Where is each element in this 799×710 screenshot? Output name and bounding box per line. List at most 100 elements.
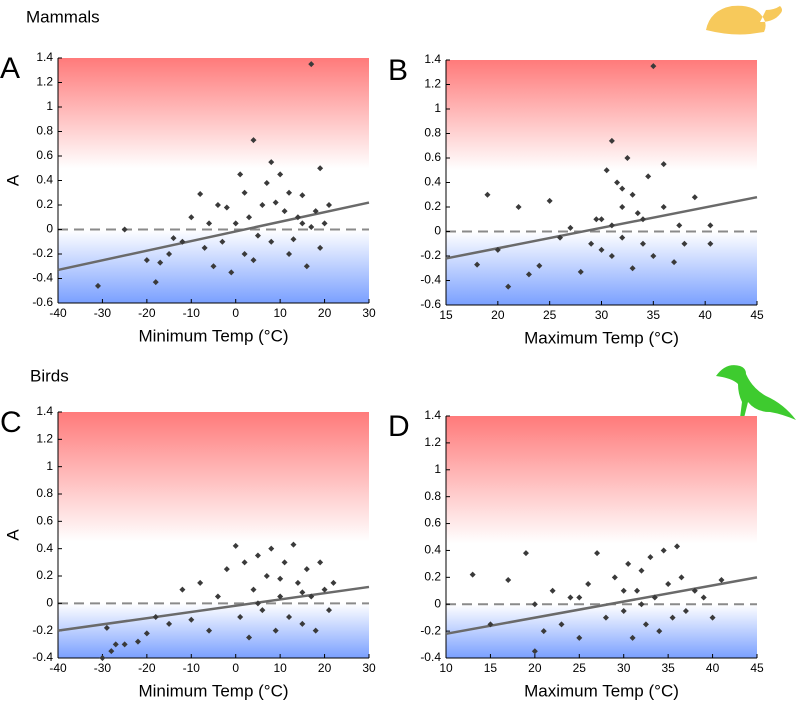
data-point <box>602 614 609 621</box>
data-point <box>576 594 583 601</box>
data-point <box>660 161 667 168</box>
y-tick-label: 0.6 <box>424 516 441 530</box>
y-tick-label: 0 <box>434 224 441 238</box>
y-tick-label: 1.4 <box>424 408 441 422</box>
data-point <box>166 251 173 257</box>
data-point <box>246 214 253 221</box>
data-point <box>143 257 150 264</box>
data-point <box>214 202 221 208</box>
data-point <box>112 641 119 648</box>
data-point <box>268 545 275 552</box>
data-point <box>669 614 676 621</box>
x-tick-label: -30 <box>94 661 112 675</box>
data-point <box>317 559 324 566</box>
data-point <box>619 234 626 241</box>
x-axis-label: Maximum Temp (°C) <box>524 681 679 700</box>
data-point <box>206 627 213 634</box>
x-tick-label: 15 <box>484 661 498 675</box>
data-point <box>214 593 221 600</box>
data-point <box>660 204 667 210</box>
data-point <box>639 240 646 247</box>
data-point <box>665 581 672 588</box>
data-point <box>134 638 141 645</box>
data-point <box>290 236 297 243</box>
data-point <box>250 586 257 593</box>
y-tick-label: -0.6 <box>420 297 441 311</box>
y-tick-label: 1 <box>46 459 53 473</box>
data-point <box>326 607 333 614</box>
x-tick-label: -40 <box>49 661 67 675</box>
data-point <box>237 614 244 620</box>
data-point <box>254 552 261 559</box>
y-tick-label: 0.4 <box>424 543 441 557</box>
data-point <box>219 238 226 245</box>
x-tick-label: 15 <box>439 308 453 322</box>
y-tick-label: -0.4 <box>32 650 53 664</box>
data-point <box>567 224 574 231</box>
x-tick-label: -10 <box>183 306 201 320</box>
data-point <box>634 587 641 594</box>
data-point <box>718 577 725 584</box>
data-point <box>700 594 707 601</box>
data-point <box>598 216 605 223</box>
data-point <box>567 594 574 601</box>
y-tick-label: -0.4 <box>420 650 441 664</box>
x-tick-label: 35 <box>647 308 661 322</box>
data-point <box>312 627 319 634</box>
data-point <box>206 220 213 227</box>
data-point <box>611 574 618 581</box>
data-point <box>707 222 714 229</box>
data-point <box>674 543 681 550</box>
y-tick-label: -0.6 <box>32 295 53 309</box>
data-point <box>228 269 235 276</box>
y-tick-label: 0.6 <box>36 148 53 162</box>
mammal-icon <box>706 5 782 35</box>
data-point <box>494 246 501 253</box>
plot-background <box>446 416 757 658</box>
y-tick-label: 0.8 <box>36 486 53 500</box>
data-point <box>286 251 293 257</box>
y-tick-label: -0.2 <box>420 623 441 637</box>
data-point <box>246 634 253 641</box>
data-point <box>650 63 657 70</box>
y-tick-label: 0.4 <box>424 175 441 189</box>
y-tick-label: 0.2 <box>424 570 441 584</box>
data-point <box>593 216 600 223</box>
data-point <box>707 240 714 247</box>
x-axis-label: Minimum Temp (°C) <box>138 326 288 345</box>
data-point <box>540 628 547 635</box>
data-point <box>638 567 645 574</box>
data-point <box>629 265 636 272</box>
x-tick-label: 30 <box>595 308 609 322</box>
data-point <box>277 171 284 178</box>
section-title: Birds <box>30 366 69 385</box>
data-point <box>638 601 645 608</box>
data-point <box>678 574 685 581</box>
data-point <box>608 137 615 144</box>
data-point <box>259 607 266 614</box>
plot-background <box>446 60 757 305</box>
section-title: Mammals <box>26 7 100 26</box>
y-tick-label: 0.2 <box>36 197 53 211</box>
x-tick-label: 35 <box>661 661 675 675</box>
data-point <box>299 620 306 627</box>
panel-letter: C <box>0 406 22 439</box>
data-point <box>577 268 584 275</box>
data-point <box>536 262 543 269</box>
x-tick-label: -30 <box>94 306 112 320</box>
data-point <box>625 560 632 567</box>
data-point <box>99 655 106 661</box>
data-point <box>656 628 663 635</box>
trend-line <box>57 201 370 272</box>
data-point <box>290 541 297 548</box>
data-point <box>645 173 652 180</box>
data-point <box>223 566 230 573</box>
data-point <box>330 579 337 586</box>
x-tick-label: 30 <box>362 306 376 320</box>
data-point <box>317 165 324 172</box>
data-point <box>241 189 248 196</box>
data-point <box>515 204 522 210</box>
data-point <box>241 251 248 257</box>
data-point <box>614 179 621 186</box>
